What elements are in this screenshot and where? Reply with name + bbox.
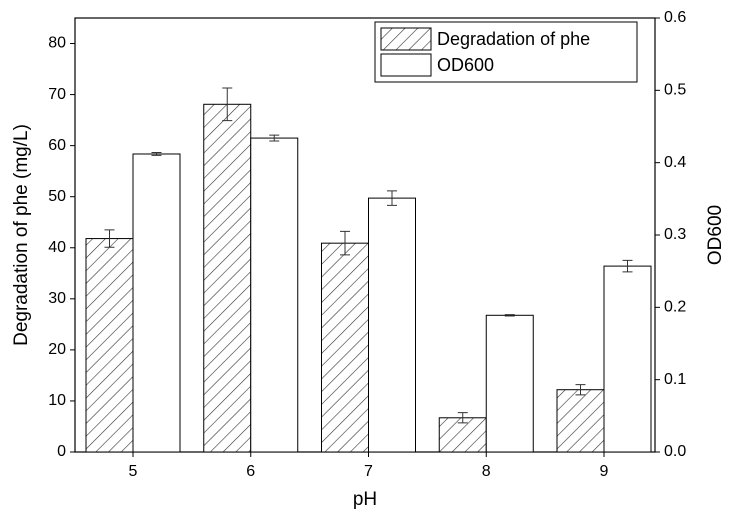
bar	[485, 314, 534, 453]
y-tick-label: 30	[48, 290, 66, 307]
y2-tick-label: 0.1	[664, 371, 686, 388]
legend-label: Degradation of phe	[437, 29, 590, 49]
error-bar	[104, 229, 115, 248]
x-tick-label: 9	[600, 463, 609, 480]
bar	[603, 265, 652, 453]
y2-tick-label: 0.6	[664, 9, 686, 26]
bar	[132, 153, 181, 453]
x-tick-label: 7	[364, 463, 373, 480]
y-tick-label: 0	[57, 443, 66, 460]
y-tick-label: 40	[48, 239, 66, 256]
y2-tick-label: 0.3	[664, 226, 686, 243]
y2-tick-label: 0.2	[664, 299, 686, 316]
error-bar	[269, 134, 280, 142]
error-bar	[387, 190, 397, 206]
x-axis-title: pH	[353, 489, 377, 510]
bar	[438, 417, 487, 453]
error-bar	[222, 87, 233, 122]
bar	[85, 238, 134, 453]
legend-swatch	[380, 53, 432, 77]
x-tick-label: 5	[129, 463, 138, 480]
x-tick-label: 8	[482, 463, 491, 480]
y2-tick-label: 0.0	[664, 443, 686, 460]
y-tick-label: 70	[48, 86, 66, 103]
y-tick-label: 50	[48, 188, 66, 205]
bar	[203, 103, 252, 453]
bar	[368, 197, 416, 453]
x-tick-label: 6	[246, 463, 255, 480]
y-tick-label: 20	[48, 341, 66, 358]
y2-tick-label: 0.5	[664, 82, 686, 99]
bar	[556, 389, 605, 453]
y2-axis-title: OD600	[705, 205, 726, 265]
y-axis-title: Degradation of phe (mg/L)	[11, 124, 32, 346]
y-tick-label: 60	[48, 137, 66, 154]
y-tick-label: 10	[48, 392, 66, 409]
error-bar	[504, 314, 515, 317]
error-bar	[151, 152, 162, 156]
y2-tick-label: 0.4	[664, 154, 686, 171]
bar	[250, 137, 299, 453]
error-bar	[575, 384, 586, 396]
bar	[321, 242, 369, 453]
error-bar	[457, 412, 468, 424]
error-bar	[622, 259, 633, 273]
legend-label: OD600	[437, 55, 494, 75]
error-bar	[340, 230, 350, 256]
legend-swatch	[380, 27, 432, 51]
y-tick-label: 80	[48, 35, 66, 52]
